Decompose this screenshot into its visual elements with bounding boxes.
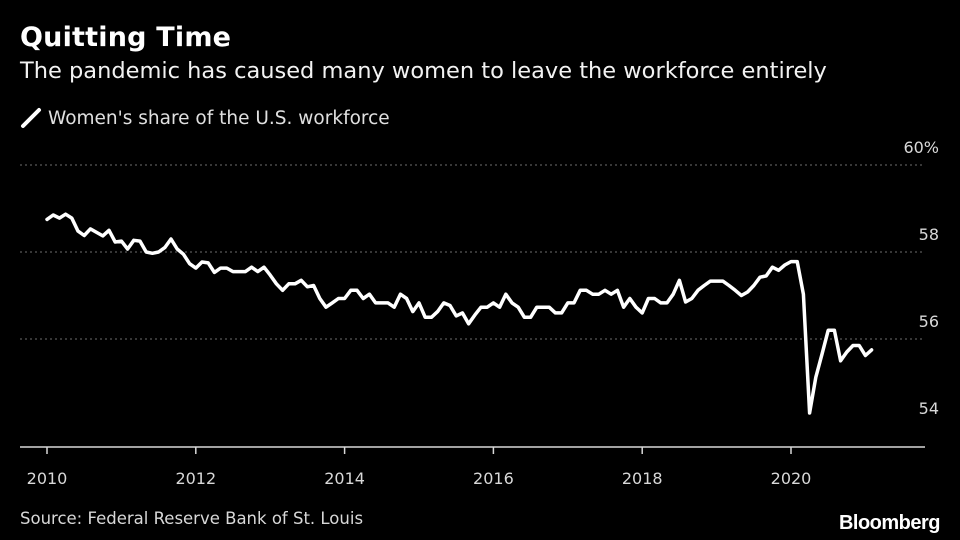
legend-swatch-icon [21, 108, 41, 128]
legend-label: Women's share of the U.S. workforce [48, 107, 390, 129]
y-tick-label: 56 [919, 312, 939, 331]
y-tick-label: 60% [903, 138, 939, 157]
x-tick-label: 2016 [473, 469, 514, 488]
x-tick-label: 2018 [622, 469, 663, 488]
series-line [45, 212, 874, 415]
y-tick-label: 54 [919, 399, 939, 418]
bloomberg-logo: Bloomberg [838, 512, 941, 534]
x-tick-label: 2020 [771, 469, 812, 488]
x-tick-label: 2012 [175, 469, 216, 488]
y-tick-label: 58 [919, 225, 939, 244]
chart-subtitle: The pandemic has caused many women to le… [20, 58, 827, 84]
legend: Women's share of the U.S. workforce [20, 107, 390, 129]
source-note: Source: Federal Reserve Bank of St. Loui… [20, 509, 364, 528]
x-tick-label: 2010 [27, 469, 68, 488]
chart-title: Quitting Time [20, 22, 232, 53]
x-tick-label: 2014 [324, 469, 365, 488]
